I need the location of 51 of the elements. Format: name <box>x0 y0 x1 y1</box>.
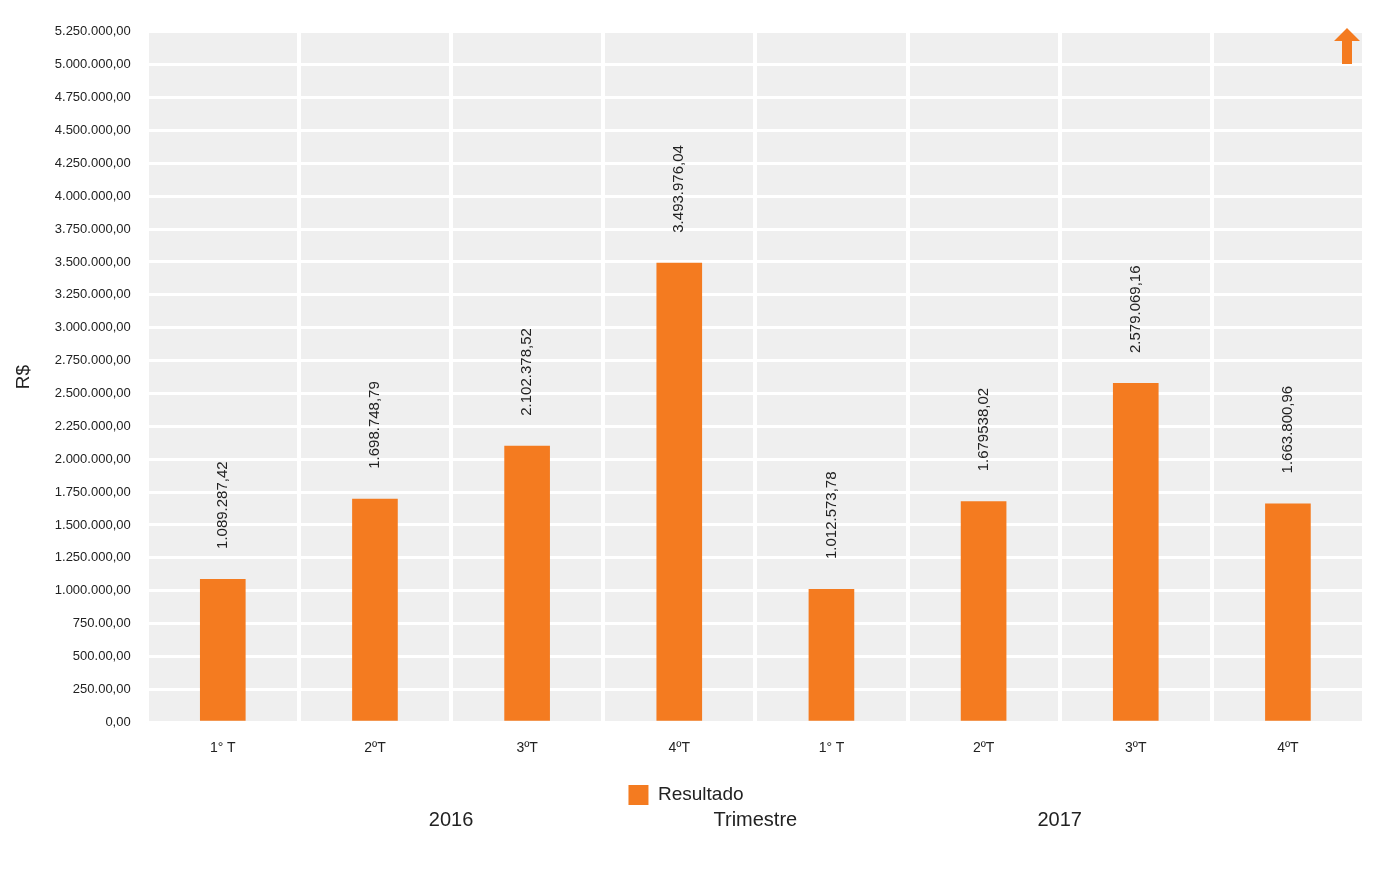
y-tick-label: 4.250.000,00 <box>54 154 131 170</box>
y-tick-label: 3.500.000,00 <box>54 253 131 269</box>
x-axis-title: Trimestre <box>713 807 798 830</box>
y-tick-label: 2.500.000,00 <box>54 385 131 401</box>
y-tick-label: 3.250.000,00 <box>54 286 131 302</box>
bar <box>1265 503 1311 721</box>
y-tick-label: 5.000.000,00 <box>54 56 131 72</box>
legend-label: Resultado <box>657 783 744 805</box>
data-label: 2.579.069,16 <box>1125 265 1143 354</box>
y-tick-label: 250.00,00 <box>72 680 131 696</box>
y-tick-label: 500.00,00 <box>72 648 131 664</box>
data-label: 3.493.976,04 <box>669 145 687 233</box>
bar <box>352 498 398 721</box>
x-tick-label: 4ºT <box>1277 739 1300 756</box>
data-label: 1.698.748,79 <box>365 381 383 469</box>
y-tick-label: 1.000.000,00 <box>54 582 131 598</box>
y-tick-label: 5.250.000,00 <box>54 23 131 39</box>
bar <box>1112 383 1159 721</box>
y-tick-label: 4.750.000,00 <box>54 89 131 105</box>
y-tick-label: 2.250.000,00 <box>54 417 131 433</box>
bar <box>504 445 550 721</box>
x-tick-label: 1° T <box>210 739 237 756</box>
y-tick-label: 4.500.000,00 <box>54 122 131 138</box>
x-tick-label: 3ºT <box>1125 739 1147 756</box>
y-tick-label: 4.000.000,00 <box>54 187 131 203</box>
bar <box>656 262 703 721</box>
y-axis-title: R$ <box>11 364 33 390</box>
bar <box>199 578 246 721</box>
text: 2017 <box>1037 807 1082 830</box>
x-tick-label: 3ºT <box>516 739 539 756</box>
y-tick-label: 1.250.000,00 <box>54 549 131 565</box>
data-label: 2.102.378,52 <box>517 328 535 416</box>
y-tick-label: 1.750.000,00 <box>54 483 131 499</box>
y-tick-label: 3.750.000,00 <box>54 220 131 236</box>
y-tick-label: 750.00,00 <box>72 615 131 631</box>
y-tick-label: 2.000.000,00 <box>54 450 131 466</box>
data-label: 1.679538,02 <box>973 387 991 472</box>
data-label: 1.089.287,42 <box>212 461 230 549</box>
bar <box>960 501 1007 721</box>
x-tick-label: 2ºT <box>972 739 995 756</box>
bar <box>808 589 855 721</box>
y-tick-label: 0,00 <box>105 713 131 729</box>
x-tick-label: 2ºT <box>364 739 387 756</box>
x-tick-label: 4ºT <box>668 739 691 756</box>
y-tick-label: 2.750.000,00 <box>54 352 131 368</box>
data-label: 1.663.800,96 <box>1278 385 1296 474</box>
text: 2016 <box>428 807 474 830</box>
data-label: 1.012.573,78 <box>821 471 839 560</box>
x-tick-label: 1° T <box>818 739 845 756</box>
y-tick-label: 1.500.000,00 <box>54 516 131 532</box>
y-tick-label: 3.000.000,00 <box>54 319 131 335</box>
